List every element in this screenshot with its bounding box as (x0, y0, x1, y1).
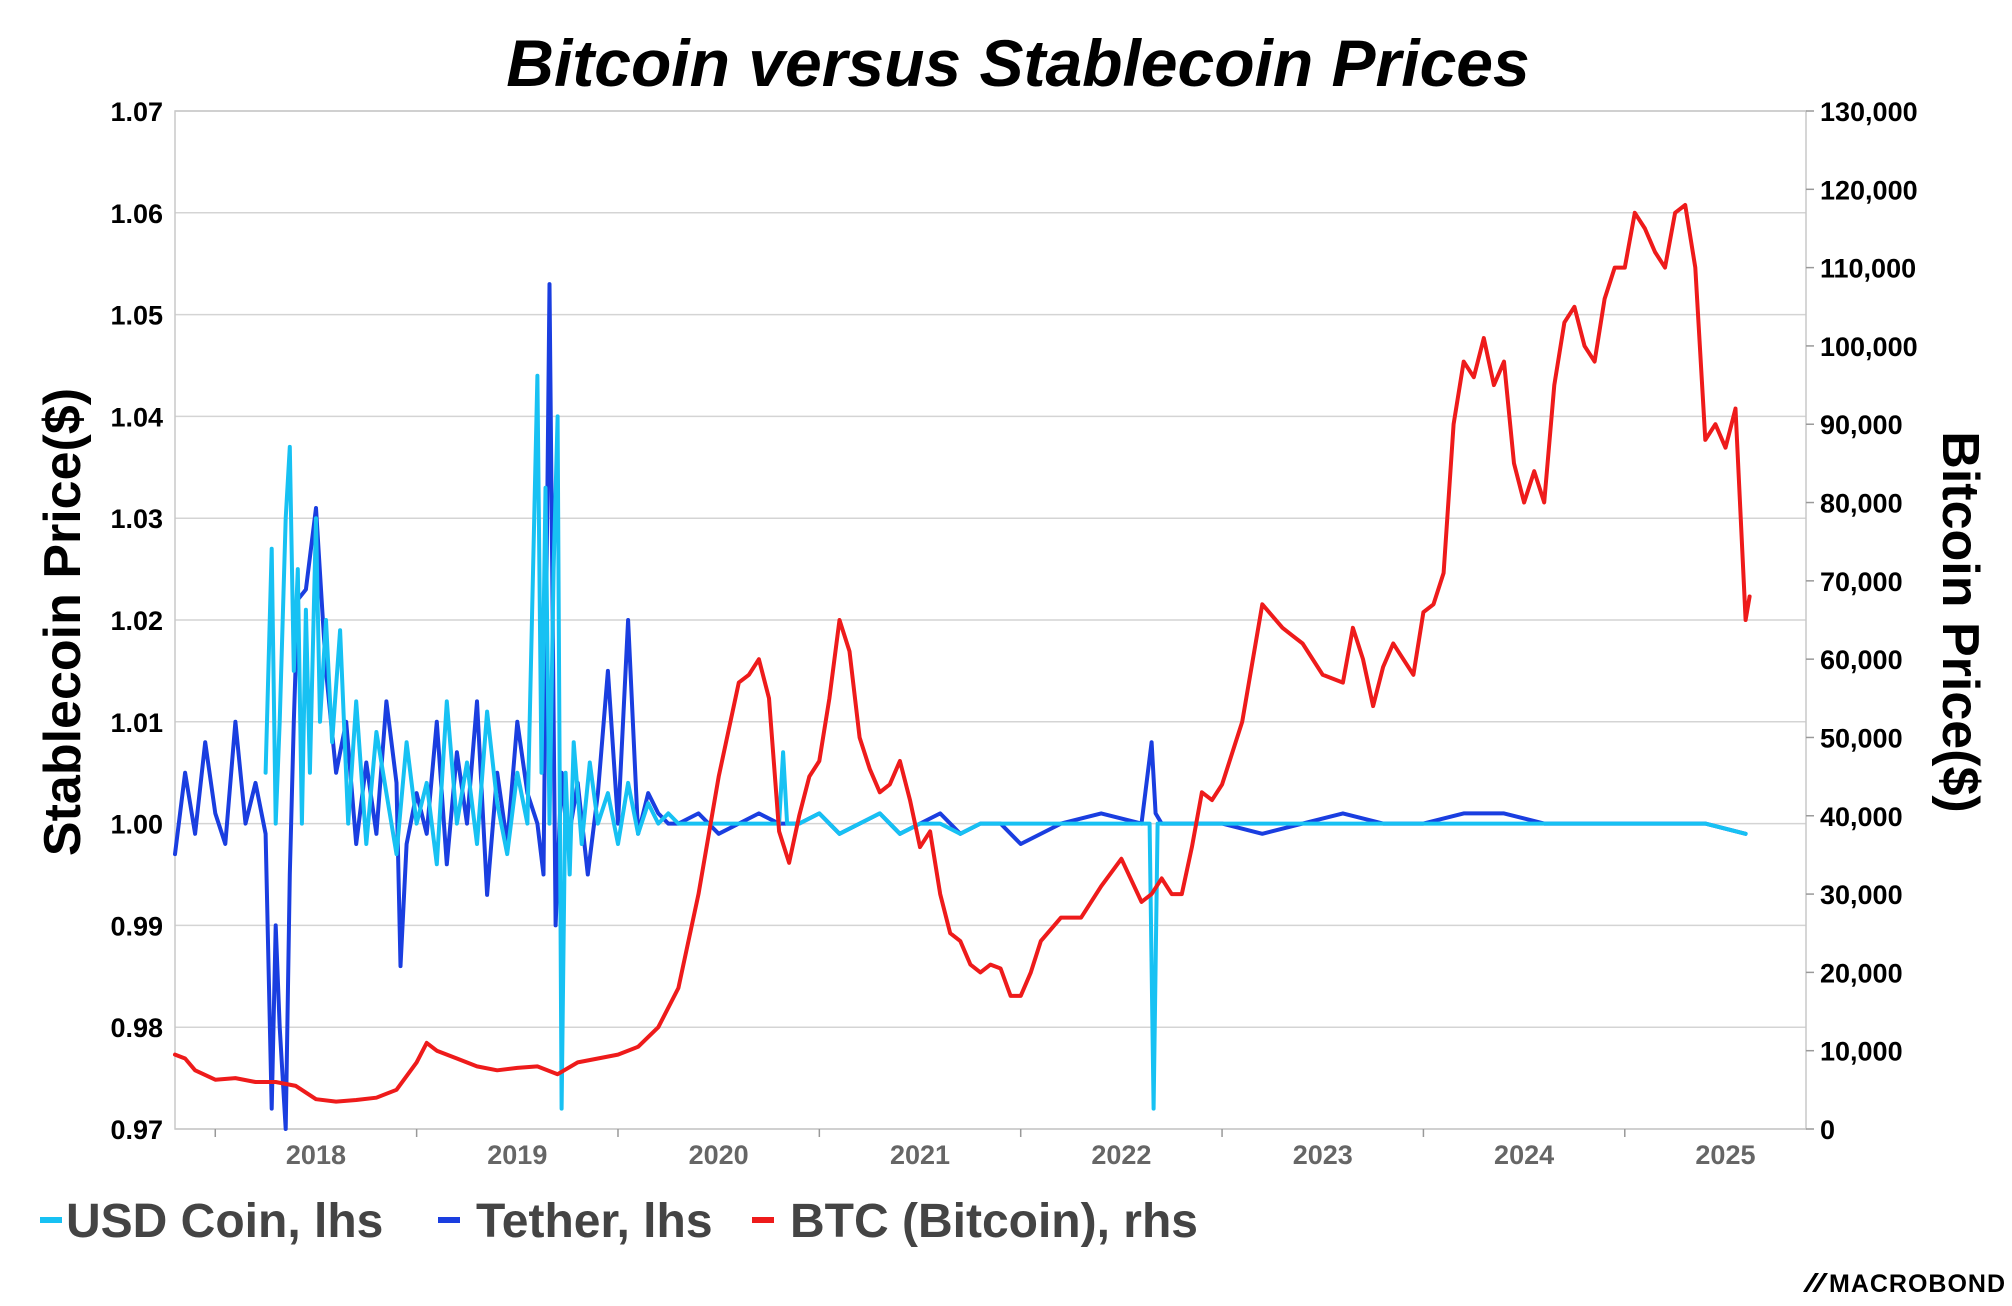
x-tick-label: 2022 (1091, 1140, 1151, 1170)
legend: USD Coin, lhs Tether, lhs BTC (Bitcoin),… (40, 1195, 1198, 1248)
y-right-tick-label: 30,000 (1820, 880, 1903, 910)
y-left-tick-label: 1.05 (110, 301, 163, 331)
y-left-tick-label: 0.99 (110, 911, 163, 941)
y-right-tick-label: 120,000 (1820, 175, 1918, 205)
y-left-tick-label: 0.97 (110, 1115, 163, 1145)
y-axis-right-label: Bitcoin Price($) (1931, 431, 1989, 812)
y-right-tick-label: 40,000 (1820, 802, 1903, 832)
y-right-tick-label: 80,000 (1820, 489, 1903, 519)
brand-name: MACROBOND (1829, 1270, 2006, 1298)
legend-label-btc: BTC (Bitcoin), rhs (790, 1195, 1198, 1248)
y-left-tick-label: 1.07 (110, 97, 163, 127)
y-left-tick-label: 1.00 (110, 810, 163, 840)
legend-label-tether: Tether, lhs (476, 1195, 713, 1248)
y-axis-left-ticks: 1.07 1.06 1.05 1.04 1.03 1.02 1.01 1.00 0.99 0.98… (110, 97, 163, 1145)
y-right-tick-label: 50,000 (1820, 723, 1903, 753)
x-tick-label: 2024 (1494, 1140, 1554, 1170)
x-tick-label: 2020 (689, 1140, 749, 1170)
y-right-tick-label: 20,000 (1820, 958, 1903, 988)
x-axis-ticks: 2018 2019 2020 2021 2022 2023 2024 2025 (214, 1129, 1755, 1170)
plot-area (174, 110, 1807, 1130)
y-left-tick-label: 1.01 (110, 708, 163, 738)
y-right-tick-label: 70,000 (1820, 567, 1903, 597)
brand-logo: MACROBOND (1803, 1270, 2006, 1298)
x-tick-label: 2023 (1293, 1140, 1353, 1170)
y-left-tick-label: 0.98 (110, 1013, 163, 1043)
y-right-tick-label: 0 (1820, 1115, 1835, 1145)
x-tick-label: 2019 (487, 1140, 547, 1170)
x-tick-label: 2018 (286, 1140, 346, 1170)
y-right-tick-label: 90,000 (1820, 410, 1903, 440)
y-right-tick-label: 100,000 (1820, 332, 1918, 362)
y-axis-right-ticks: 130,000 120,000 110,000 100,000 90,000 80,000… (1806, 97, 1918, 1145)
y-right-tick-label: 130,000 (1820, 97, 1918, 127)
brand-mark-icon (1803, 1273, 1828, 1292)
y-right-tick-label: 10,000 (1820, 1037, 1903, 1067)
y-right-tick-label: 60,000 (1820, 645, 1903, 675)
series-usd-coin (263, 373, 1748, 1111)
y-left-tick-label: 1.04 (110, 402, 163, 432)
series-btc (173, 203, 1752, 1104)
y-right-tick-label: 110,000 (1820, 254, 1916, 284)
x-tick-label: 2021 (890, 1140, 950, 1170)
x-tick-label: 2025 (1695, 1140, 1755, 1170)
y-left-tick-label: 1.06 (110, 199, 163, 229)
y-axis-left-label: Stablecoin Price($) (34, 388, 92, 856)
series-layer (173, 203, 1752, 1131)
legend-label-usdc: USD Coin, lhs (66, 1195, 383, 1248)
chart-title: Bitcoin versus Stablecoin Prices (506, 26, 1529, 100)
y-left-tick-label: 1.02 (110, 606, 163, 636)
y-left-tick-label: 1.03 (110, 504, 163, 534)
